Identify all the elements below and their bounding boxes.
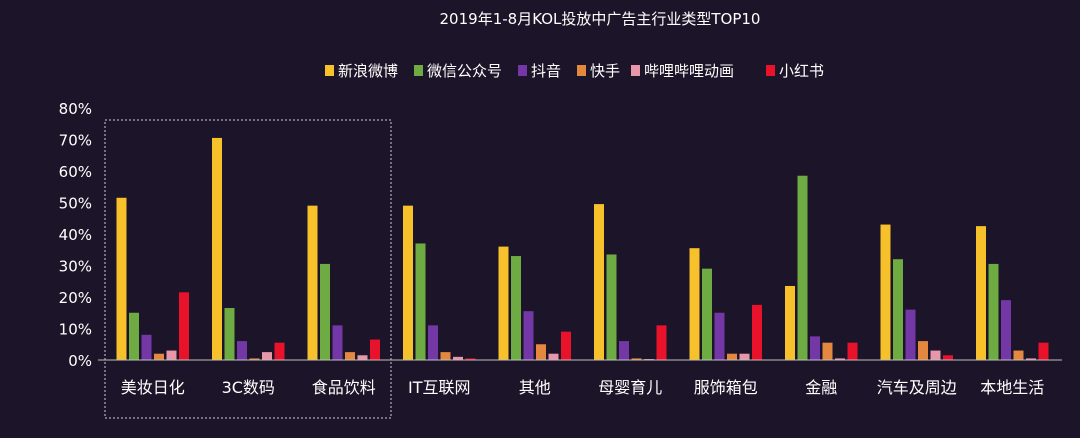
- x-tick-label: 金融: [805, 378, 837, 397]
- bar: [619, 341, 629, 360]
- bar: [498, 246, 509, 360]
- y-axis: 0% 10% 20% 30% 40% 50% 60% 70% 80%: [59, 100, 92, 370]
- y-tick-label: 0%: [68, 352, 92, 370]
- bar: [237, 341, 247, 360]
- y-tick-label: 10%: [59, 321, 92, 339]
- bar: [847, 342, 858, 360]
- bar: [428, 325, 438, 360]
- bar: [727, 353, 737, 360]
- x-tick-label: 食品饮料: [312, 378, 376, 397]
- bar: [224, 308, 235, 360]
- bar: [212, 137, 222, 360]
- bar: [332, 325, 343, 360]
- y-tick-label: 80%: [59, 100, 92, 118]
- bar: [415, 243, 426, 360]
- bar: [536, 344, 546, 360]
- y-tick-label: 70%: [59, 132, 92, 150]
- bar: [905, 309, 916, 360]
- y-tick-label: 30%: [59, 258, 92, 276]
- legend-label: 哔哩哔哩动画: [644, 62, 734, 80]
- bar: [179, 292, 189, 360]
- bar: [594, 204, 604, 360]
- bar: [345, 352, 355, 360]
- bar: [357, 355, 368, 360]
- legend-swatch: [518, 65, 527, 76]
- x-tick-label: 3C数码: [222, 378, 275, 397]
- bar: [129, 312, 139, 360]
- bar: [440, 352, 451, 360]
- x-tick-label: 母婴育儿: [598, 378, 662, 397]
- bar: [523, 311, 534, 360]
- bar: [154, 353, 164, 360]
- bar: [930, 350, 941, 360]
- x-tick-label: 本地生活: [980, 378, 1044, 397]
- legend-swatch: [631, 65, 640, 76]
- bar: [810, 336, 820, 360]
- bar: [702, 268, 712, 360]
- bar: [1026, 358, 1036, 360]
- bar: [116, 197, 127, 360]
- bar: [370, 339, 380, 360]
- legend-label: 新浪微博: [338, 62, 398, 80]
- legend-swatch: [325, 65, 334, 76]
- bar: [714, 312, 725, 360]
- bar: [893, 259, 903, 360]
- bar: [822, 342, 833, 360]
- y-tick-label: 20%: [59, 289, 92, 307]
- legend-swatch: [414, 65, 423, 76]
- bars: [116, 137, 1049, 360]
- legend: 新浪微博 微信公众号 抖音 快手 哔哩哔哩动画 小红书: [325, 62, 824, 80]
- bar: [249, 358, 260, 360]
- bar: [307, 205, 318, 360]
- bar: [141, 334, 152, 360]
- legend-label: 微信公众号: [427, 62, 502, 80]
- bar: [976, 226, 986, 360]
- bar: [262, 352, 272, 360]
- x-tick-label: 汽车及周边: [877, 378, 957, 397]
- bar: [1001, 300, 1011, 360]
- bar: [988, 263, 999, 360]
- bar: [656, 325, 667, 360]
- legend-swatch: [766, 65, 775, 76]
- legend-label: 小红书: [779, 62, 824, 80]
- y-tick-label: 50%: [59, 195, 92, 213]
- legend-label: 抖音: [531, 62, 561, 80]
- bar: [739, 353, 750, 360]
- x-tick-label: 服饰箱包: [694, 378, 758, 397]
- bar: [1038, 342, 1049, 360]
- bar: [511, 256, 521, 360]
- x-axis: 美妆日化 3C数码 食品饮料 IT互联网 其他 母婴育儿 服饰箱包 金融 汽车及周边 本地生活: [121, 378, 1045, 397]
- y-tick-label: 40%: [59, 226, 92, 244]
- legend-label: 快手: [590, 62, 620, 80]
- bar: [403, 205, 413, 360]
- bar: [274, 342, 285, 360]
- bar: [943, 355, 953, 360]
- bar: [752, 304, 762, 360]
- bar: [835, 358, 845, 360]
- bar: [606, 254, 617, 360]
- bar: [561, 331, 571, 360]
- bar: [785, 285, 795, 360]
- y-tick-label: 60%: [59, 163, 92, 181]
- x-tick-label: IT互联网: [408, 378, 471, 397]
- bar: [918, 341, 928, 360]
- bar: [880, 224, 891, 360]
- bar: [465, 358, 476, 360]
- bar: [631, 358, 642, 360]
- x-tick-label: 其他: [519, 378, 551, 397]
- bar: [166, 350, 177, 360]
- highlight-box: [104, 119, 392, 419]
- bar: [689, 248, 700, 360]
- bar: [797, 175, 808, 360]
- legend-swatch: [577, 65, 586, 76]
- bar: [1013, 350, 1024, 360]
- x-tick-label: 美妆日化: [121, 378, 185, 397]
- chart-title: 2019年1-8月KOL投放中广告主行业类型TOP10: [440, 10, 761, 28]
- bar: [548, 353, 559, 360]
- bar: [320, 263, 330, 360]
- bar: [453, 356, 463, 360]
